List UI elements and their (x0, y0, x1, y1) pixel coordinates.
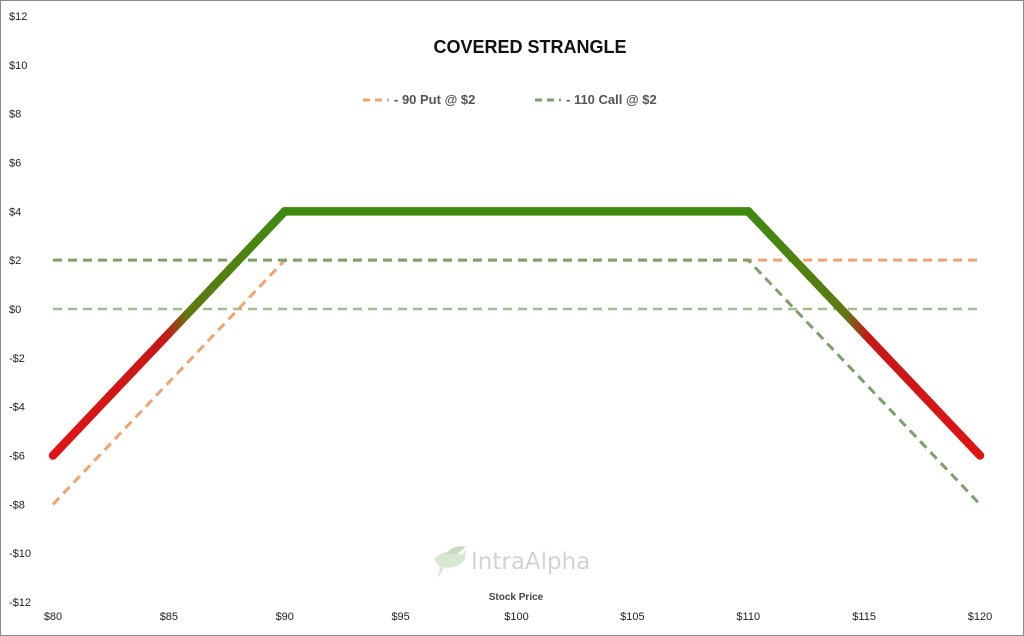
combined-payoff-kink (744, 207, 753, 216)
y-tick-label: -$4 (9, 402, 25, 414)
legend-call-label: - 110 Call @ $2 (566, 92, 657, 107)
watermark-text: IntraAlpha (471, 549, 590, 575)
x-tick-label: $80 (44, 611, 62, 623)
y-tick-label: $6 (9, 158, 21, 170)
y-tick-label: $8 (9, 109, 21, 121)
x-tick-label: $110 (736, 611, 760, 623)
y-tick-label: $0 (9, 304, 21, 316)
y-tick-label: -$8 (9, 499, 25, 511)
legend: - 90 Put @ $2 - 110 Call @ $2 (363, 92, 657, 107)
x-axis-labels: $80 $85 $90 $95 $100 $105 $110 $115 $120 (44, 611, 992, 623)
y-tick-label: $4 (9, 206, 21, 218)
y-tick-label: -$10 (9, 548, 31, 560)
y-axis-labels: $12 $10 $8 $6 $4 $2 $0 -$2 -$4 -$6 -$8 -$10 -$12 (9, 11, 31, 609)
combined-payoff-kink (280, 207, 289, 216)
hummingbird-logo-icon (434, 546, 466, 579)
x-axis-title: Stock Price (489, 592, 544, 603)
x-tick-label: $85 (160, 611, 178, 623)
series-layer (48, 207, 985, 506)
combined-payoff-left-segment (48, 207, 289, 460)
legend-put-label: - 90 Put @ $2 (394, 92, 475, 107)
x-tick-label: $120 (968, 611, 992, 623)
chart-title: COVERED STRANGLE (433, 37, 626, 57)
x-tick-label: $95 (391, 611, 409, 623)
put-payoff-line (51, 258, 980, 506)
y-tick-label: $2 (9, 255, 21, 267)
call-payoff-line (53, 258, 982, 506)
combined-payoff-right-segment (744, 207, 985, 460)
y-tick-label: $10 (9, 60, 27, 72)
x-tick-label: $105 (620, 611, 644, 623)
x-tick-label: $90 (276, 611, 294, 623)
watermark: IntraAlpha (434, 546, 590, 579)
y-tick-label: -$12 (9, 597, 31, 609)
y-tick-label: $12 (9, 11, 27, 23)
y-tick-label: -$2 (9, 353, 25, 365)
x-tick-label: $100 (504, 611, 528, 623)
y-tick-label: -$6 (9, 451, 25, 463)
x-tick-label: $115 (852, 611, 876, 623)
